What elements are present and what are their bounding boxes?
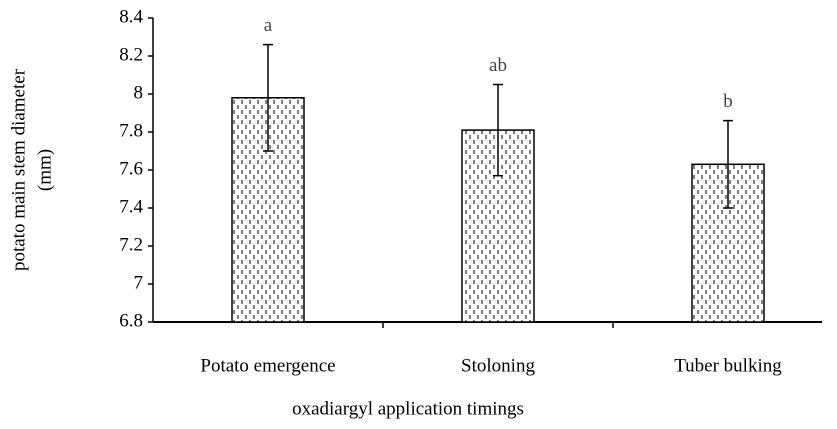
x-tick-label: Potato emergence bbox=[200, 355, 335, 376]
y-axis-title: (mm) bbox=[34, 149, 55, 191]
y-tick-label: 7.2 bbox=[119, 234, 143, 255]
y-tick-label: 7.4 bbox=[119, 196, 143, 217]
significance-letter: b bbox=[723, 91, 733, 112]
x-tick-label: Stoloning bbox=[461, 355, 535, 376]
significance-letter: ab bbox=[489, 55, 507, 76]
y-tick-label: 7.8 bbox=[119, 120, 143, 141]
x-axis-title: oxadiargyl application timings bbox=[292, 398, 524, 419]
y-tick-label: 7 bbox=[134, 272, 144, 293]
y-tick-label: 6.8 bbox=[119, 310, 143, 331]
y-tick-label: 8.2 bbox=[119, 44, 143, 65]
y-tick-label: 8 bbox=[134, 82, 144, 103]
y-axis-title: potato main stem diameter bbox=[8, 68, 29, 271]
significance-letter: a bbox=[264, 15, 273, 36]
x-tick-label: Tuber bulking bbox=[674, 355, 782, 376]
y-tick-label: 8.4 bbox=[119, 6, 143, 27]
y-tick-label: 7.6 bbox=[119, 158, 143, 179]
